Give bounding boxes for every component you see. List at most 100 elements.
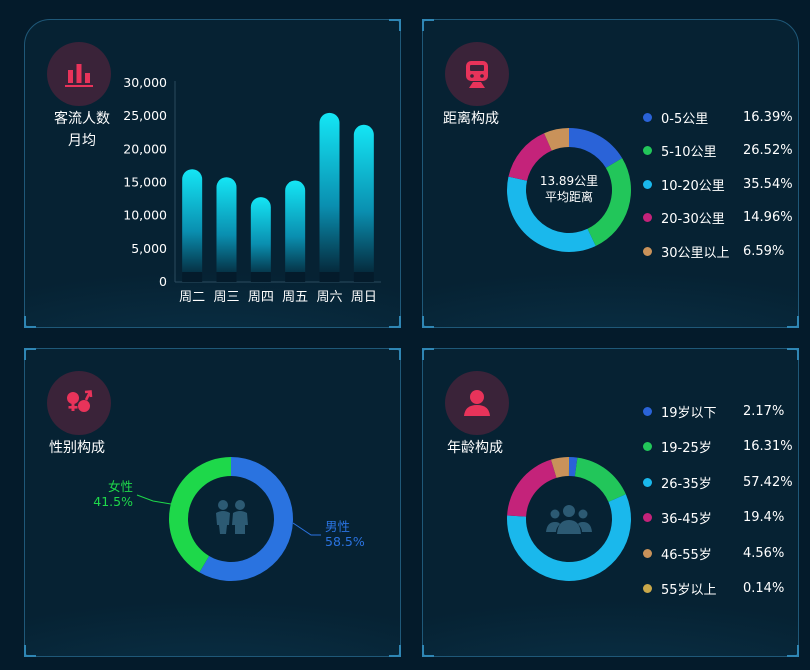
y-tick-label: 5,000 <box>131 241 167 256</box>
legend-dot <box>643 584 652 593</box>
gender-slice-男性[interactable] <box>199 457 293 581</box>
average-distance-label: 平均距离 <box>544 190 593 204</box>
train-icon <box>445 42 509 106</box>
legend-item[interactable]: 20-30公里 14.96% <box>643 208 803 228</box>
gender-slice-女性[interactable] <box>168 457 231 573</box>
legend-dot <box>643 146 652 155</box>
legend-value: 26.52% <box>743 143 793 158</box>
legend-item[interactable]: 46-55岁 4.56% <box>643 543 803 563</box>
x-tick-label: 周五 <box>282 290 308 305</box>
gender-callout-label: 男性 <box>325 519 350 534</box>
bar-周日[interactable] <box>353 124 374 282</box>
legend-dot <box>643 477 652 487</box>
legend-label: 36-45岁 <box>661 512 712 527</box>
age-slice-55岁以上[interactable] <box>568 457 569 477</box>
bar-base <box>250 272 271 282</box>
panel-corner <box>389 316 401 328</box>
panel-corner <box>787 645 799 657</box>
bar-周二[interactable] <box>182 169 203 282</box>
panel-corner <box>787 348 799 360</box>
age-slice-19-25岁[interactable] <box>574 457 626 502</box>
distance-slice-0-5公里[interactable] <box>569 128 623 168</box>
legend-value: 6.59% <box>743 243 785 259</box>
legend-item[interactable]: 19岁以下 2.17% <box>643 401 803 421</box>
x-tick-label: 周日 <box>351 290 377 305</box>
legend-value: 57.42% <box>743 474 793 490</box>
passenger-panel: 客流人数 月均 0 5,000 10,000 15,000 20,000 25,000 30… <box>24 19 401 328</box>
legend-label: 10-20公里 <box>661 178 725 194</box>
gender-symbol-icon <box>47 371 111 435</box>
age-slice-36-45岁[interactable] <box>507 459 557 517</box>
age-title: 年龄构成 <box>447 440 503 456</box>
bar-周五[interactable] <box>285 180 306 282</box>
legend-label: 5-10公里 <box>661 145 717 160</box>
distance-slice-10-20公里[interactable] <box>507 176 596 252</box>
legend-dot <box>643 246 652 256</box>
distance-slice-20-30公里[interactable] <box>508 133 552 181</box>
y-tick-label: 10,000 <box>123 208 167 223</box>
bar-周六[interactable] <box>319 112 340 282</box>
distance-slice-5-10公里[interactable] <box>587 158 631 246</box>
panel-corner <box>422 645 434 657</box>
user-icon <box>445 371 509 435</box>
legend-item[interactable]: 26-35岁 57.42% <box>643 472 803 492</box>
age-slice-46-55岁[interactable] <box>550 457 569 478</box>
y-tick-label: 30,000 <box>123 75 167 90</box>
bar-周四[interactable] <box>250 197 271 282</box>
age-slice-26-35岁[interactable] <box>507 494 631 582</box>
distance-title: 距离构成 <box>443 111 499 127</box>
legend-item[interactable]: 5-10公里 26.52% <box>643 141 803 161</box>
panel-corner <box>422 19 434 31</box>
legend-dot <box>643 548 652 558</box>
legend-item[interactable]: 0-5公里 16.39% <box>643 107 803 127</box>
legend-label: 26-35岁 <box>661 476 712 492</box>
x-tick-label: 周四 <box>248 290 274 305</box>
y-tick-label: 20,000 <box>123 141 167 156</box>
age-slice-19岁以下[interactable] <box>569 457 578 477</box>
legend-label: 30公里以上 <box>661 245 730 261</box>
bar-base <box>216 272 237 282</box>
distance-panel: 距离构成 13.89公里 平均距离 0-5公里 16.39% 5-10公里 26.52… <box>422 19 799 328</box>
average-distance-value: 13.89公里 <box>539 174 599 188</box>
y-tick-label: 0 <box>159 274 167 289</box>
x-tick-label: 周二 <box>179 290 205 305</box>
x-tick-label: 周六 <box>316 290 342 305</box>
panel-corner <box>389 645 401 657</box>
panel-corner <box>389 19 401 31</box>
legend-dot <box>643 406 652 416</box>
legend-value: 14.96% <box>743 210 793 225</box>
gender-panel: 性别构成 男性 58.5% 女性 41.5% <box>24 348 401 657</box>
legend-label: 0-5公里 <box>661 111 709 127</box>
legend-dot <box>643 213 652 222</box>
panel-corner <box>787 316 799 328</box>
group-icon <box>546 504 592 540</box>
gender-callout-label: 女性 <box>108 479 133 494</box>
y-tick-label: 15,000 <box>123 175 167 190</box>
gender-callout-value: 41.5% <box>93 494 133 509</box>
legend-label: 19-25岁 <box>661 441 712 456</box>
panel-corner <box>24 645 36 657</box>
legend-value: 16.39% <box>743 109 793 125</box>
legend-dot <box>643 513 652 522</box>
legend-item[interactable]: 55岁以上 0.14% <box>643 579 803 599</box>
legend-item[interactable]: 36-45岁 19.4% <box>643 508 803 528</box>
gender-callout-value: 58.5% <box>325 534 365 549</box>
legend-dot <box>643 112 652 122</box>
legend-value: 19.4% <box>743 510 785 525</box>
people-icon <box>212 499 252 539</box>
passenger-title-line2: 月均 <box>68 133 96 149</box>
panel-corner <box>24 348 36 360</box>
legend-value: 4.56% <box>743 545 785 561</box>
age-panel: 年龄构成 19岁以下 2.17% 19-25岁 16.31% 26-35岁 57.42% 3… <box>422 348 799 657</box>
passenger-bar-chart: 0 5,000 10,000 15,000 20,000 25,000 30,000 周二 周三… <box>123 75 381 305</box>
distance-slice-30公里以上[interactable] <box>544 128 569 151</box>
legend-label: 55岁以上 <box>661 583 717 598</box>
legend-item[interactable]: 10-20公里 35.54% <box>643 174 803 194</box>
panel-corner <box>422 316 434 328</box>
legend-item[interactable]: 19-25岁 16.31% <box>643 437 803 457</box>
callout-line <box>292 522 321 536</box>
legend-item[interactable]: 30公里以上 6.59% <box>643 241 803 261</box>
age-donut-chart <box>507 457 631 582</box>
bar-周三[interactable] <box>216 177 237 282</box>
panel-corner <box>389 348 401 360</box>
